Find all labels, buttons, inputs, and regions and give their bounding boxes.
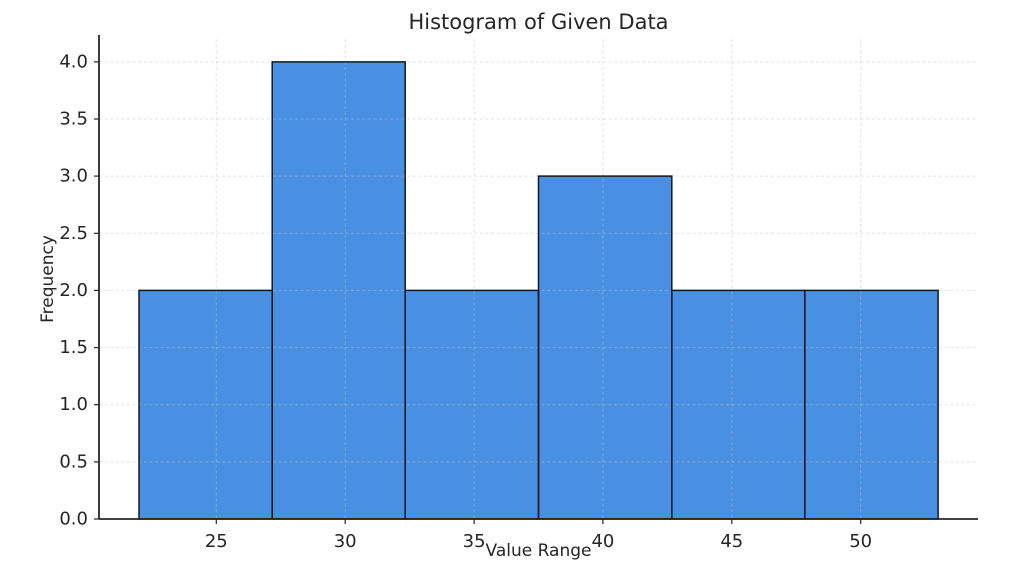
y-tick-label: 3.5 xyxy=(59,109,88,130)
x-tick-label: 40 xyxy=(591,531,614,552)
chart-title: Histogram of Given Data xyxy=(408,10,669,34)
histogram-bar xyxy=(804,290,939,519)
x-tick-label: 30 xyxy=(334,531,357,552)
x-tick-label: 45 xyxy=(720,531,743,552)
histogram-bar xyxy=(139,290,273,519)
x-axis-label: Value Range xyxy=(485,541,592,561)
histogram-bar xyxy=(272,61,406,520)
histogram-bar xyxy=(405,290,539,519)
y-tick-label: 4.0 xyxy=(59,51,88,72)
y-tick-label: 3.0 xyxy=(59,166,88,187)
y-tick-label: 1.0 xyxy=(59,394,88,415)
histogram-bar xyxy=(671,290,805,519)
x-tick-label: 25 xyxy=(205,531,228,552)
y-tick-label: 1.5 xyxy=(59,337,88,358)
y-tick-label: 0.0 xyxy=(59,509,88,530)
y-axis-label: Frequency xyxy=(38,235,58,323)
x-tick-label: 50 xyxy=(849,531,872,552)
histogram-bar xyxy=(538,176,672,519)
x-tick-label: 35 xyxy=(463,531,486,552)
y-tick-label: 0.5 xyxy=(59,451,88,472)
y-tick-label: 2.5 xyxy=(59,223,88,244)
y-tick-label: 2.0 xyxy=(59,280,88,301)
